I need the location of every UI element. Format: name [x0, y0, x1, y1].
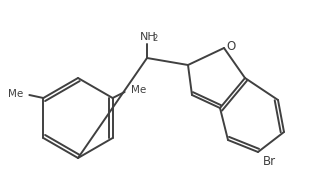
Text: Me: Me [8, 89, 23, 99]
Text: NH: NH [140, 32, 156, 42]
Text: Br: Br [263, 155, 276, 168]
Text: 2: 2 [152, 34, 158, 43]
Text: O: O [226, 41, 235, 53]
Text: Me: Me [131, 85, 146, 95]
